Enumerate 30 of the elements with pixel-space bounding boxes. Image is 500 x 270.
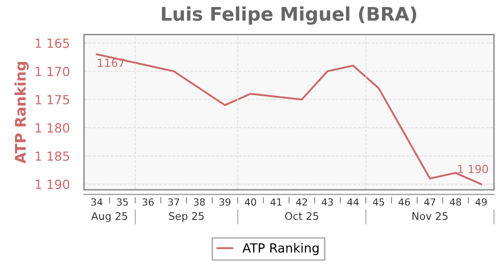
text: Aug 25: [91, 212, 128, 222]
y-tick-label: 1 165: [36, 38, 70, 48]
y-tick-label: 1 180: [36, 123, 70, 133]
x-tick-label: 38: [194, 198, 205, 206]
x-tick-label: 49: [475, 198, 487, 206]
y-tick-label: 1 170: [36, 66, 70, 76]
text: Nov 25: [412, 212, 448, 220]
x-tick-label: 42: [296, 198, 308, 206]
x-tick-label: 35: [116, 198, 128, 206]
y-tick-label: 1 175: [36, 95, 70, 104]
y-tick-label: 1 190: [36, 180, 70, 190]
chart-title: Luis Felipe Miguel (BRA): [162, 6, 416, 25]
x-tick-label: 34: [91, 198, 102, 206]
x-tick-label: 37: [168, 198, 180, 206]
text: Sep 25: [169, 212, 204, 222]
y-tick-label: 1 185: [36, 151, 70, 161]
x-tick-label: 46: [398, 198, 410, 206]
text: Oct 25: [285, 212, 318, 220]
x-tick-label: 44: [347, 198, 359, 206]
x-tick-label: 39: [219, 198, 230, 206]
x-tick-label: 47: [424, 198, 436, 206]
legend-label: ATP Ranking: [242, 242, 319, 256]
x-tick-label: 36: [142, 198, 154, 206]
y-axis-title: ATP Ranking: [14, 62, 29, 164]
x-tick-label: 40: [244, 198, 256, 206]
x-tick-label: 41: [270, 198, 282, 206]
annotation: 1 190: [458, 164, 488, 174]
x-tick-label: 43: [322, 198, 333, 206]
x-tick-label: 48: [450, 198, 462, 206]
x-tick-label: 45: [372, 198, 384, 206]
